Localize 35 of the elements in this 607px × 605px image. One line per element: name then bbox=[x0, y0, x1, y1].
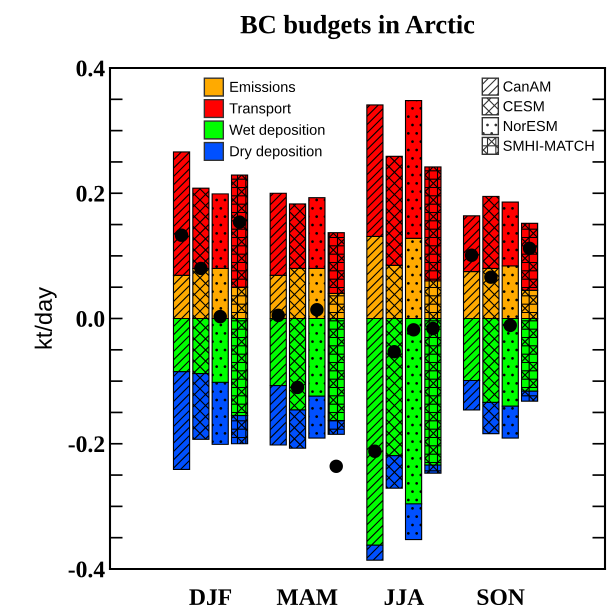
legend-label: Dry deposition bbox=[230, 146, 322, 160]
y-tick-label: 0.4 bbox=[76, 60, 105, 77]
point bbox=[464, 248, 478, 262]
x-tick-label: MAM bbox=[276, 589, 338, 605]
legend-label: Transport bbox=[229, 103, 291, 116]
point bbox=[232, 215, 246, 229]
point bbox=[504, 318, 517, 332]
y-tick-label: 0.0 bbox=[76, 310, 104, 328]
y-tick-label: 0.2 bbox=[76, 186, 104, 202]
point bbox=[522, 242, 536, 256]
chart-title: BC budgets in Arctic bbox=[240, 14, 474, 40]
x-tick-label: SON bbox=[478, 589, 525, 605]
annotation: CanAM bbox=[503, 81, 550, 92]
y-axis-title: kt/day bbox=[34, 287, 57, 348]
annotation: SMHI-MATCH bbox=[503, 140, 594, 151]
point bbox=[214, 310, 227, 324]
point bbox=[310, 303, 324, 316]
point bbox=[368, 444, 382, 458]
point bbox=[194, 262, 208, 276]
x-tick-label: JJA bbox=[384, 589, 424, 605]
point bbox=[484, 270, 498, 284]
legend-label: Emissions bbox=[230, 81, 296, 92]
point bbox=[406, 323, 420, 336]
point bbox=[426, 322, 440, 336]
point bbox=[330, 460, 343, 474]
legend-label: Wet deposition bbox=[229, 124, 324, 138]
y-tick-label: -0.4 bbox=[68, 561, 105, 578]
x-tick-label: DJF bbox=[189, 589, 232, 605]
annotation: NorESM bbox=[504, 120, 557, 132]
annotation: CESM bbox=[503, 101, 544, 112]
point bbox=[388, 344, 401, 358]
point bbox=[174, 228, 188, 242]
point bbox=[272, 308, 285, 322]
y-tick-label: -0.2 bbox=[68, 436, 104, 452]
point bbox=[290, 380, 304, 394]
